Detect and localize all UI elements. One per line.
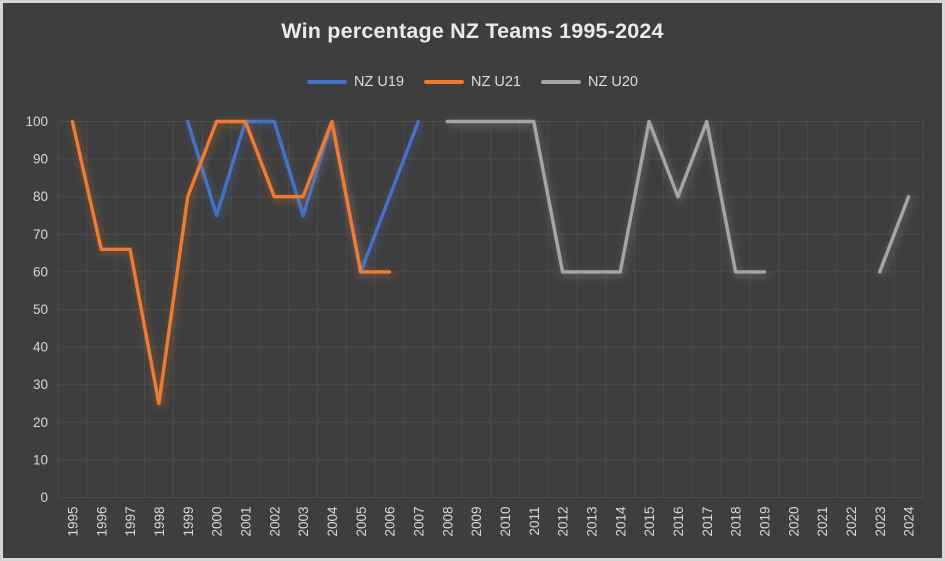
y-tick-label: 0 <box>40 490 48 505</box>
x-tick-label: 2007 <box>411 507 426 537</box>
legend-swatch-nz-u20 <box>540 79 581 85</box>
x-tick-label: 1999 <box>181 507 196 537</box>
y-tick-label: 70 <box>33 227 48 242</box>
x-tick-label: 2019 <box>757 507 772 537</box>
x-tick-label: 2023 <box>873 507 888 537</box>
x-tick-label: 1997 <box>123 507 138 537</box>
legend: NZ U19 NZ U21 NZ U20 <box>3 74 942 90</box>
x-tick-label: 2014 <box>613 506 628 537</box>
x-tick-label: 2024 <box>902 506 917 537</box>
series-line-nz-u19 <box>186 119 421 274</box>
x-tick-label: 2021 <box>815 507 830 537</box>
x-tick-label: 2005 <box>354 507 369 537</box>
x-tick-label: 2004 <box>325 506 340 537</box>
plot-area: 0 10 20 30 40 50 60 70 80 90 100 1995 1996 1997 1998 19… <box>25 114 924 537</box>
x-tick-label: 2020 <box>786 507 801 537</box>
x-tick-label: 2016 <box>671 507 686 537</box>
y-tick-label: 60 <box>33 264 48 279</box>
legend-label: NZ U21 <box>471 74 521 90</box>
x-tick-label: 2022 <box>844 507 859 537</box>
x-tick-label: 2018 <box>729 507 744 537</box>
y-tick-label: 80 <box>33 189 48 204</box>
x-tick-label: 2011 <box>527 507 542 536</box>
x-tick-label: 2009 <box>469 507 484 537</box>
x-tick-label: 2013 <box>584 507 599 537</box>
x-tick-label: 2012 <box>556 507 571 537</box>
x-tick-label: 1996 <box>94 507 109 537</box>
axis-labels: 0 10 20 30 40 50 60 70 80 90 100 1995 1996 1997 1998 19… <box>25 114 916 537</box>
y-tick-label: 30 <box>33 377 48 392</box>
legend-swatch-nz-u21 <box>424 79 465 85</box>
x-tick-label: 1998 <box>152 507 167 537</box>
x-tick-label: 2002 <box>267 507 282 537</box>
series-line-nz-u21 <box>70 119 392 406</box>
legend-label: NZ U20 <box>587 74 638 90</box>
legend-swatch-nz-u19 <box>307 79 348 85</box>
y-tick-label: 50 <box>33 302 48 317</box>
x-tick-label: 2010 <box>498 506 513 536</box>
x-tick-label: 2003 <box>296 507 311 537</box>
legend-label: NZ U19 <box>354 74 405 90</box>
y-tick-label: 100 <box>25 114 48 129</box>
y-tick-label: 40 <box>33 340 48 355</box>
x-tick-label: 2015 <box>642 507 657 537</box>
legend-item-nz-u19: NZ U19 <box>307 74 404 90</box>
series-line-nz-u20 <box>445 119 911 274</box>
y-tick-label: 90 <box>33 152 48 167</box>
gridlines <box>57 121 924 498</box>
y-tick-label: 10 <box>33 452 48 467</box>
x-tick-label: 2000 <box>210 507 225 537</box>
legend-item-nz-u20: NZ U20 <box>540 74 638 90</box>
x-tick-label: 2001 <box>238 507 253 537</box>
legend-item-nz-u21: NZ U21 <box>424 74 521 90</box>
x-tick-label: 2017 <box>700 507 715 537</box>
chart-title: Win percentage NZ Teams 1995-2024 <box>281 19 664 43</box>
y-tick-label: 20 <box>33 415 48 430</box>
x-tick-label: 2006 <box>383 507 398 537</box>
x-tick-label: 2008 <box>440 507 455 537</box>
x-tick-label: 1995 <box>65 507 80 537</box>
